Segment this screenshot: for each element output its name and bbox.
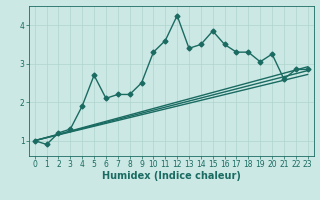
X-axis label: Humidex (Indice chaleur): Humidex (Indice chaleur) <box>102 171 241 181</box>
